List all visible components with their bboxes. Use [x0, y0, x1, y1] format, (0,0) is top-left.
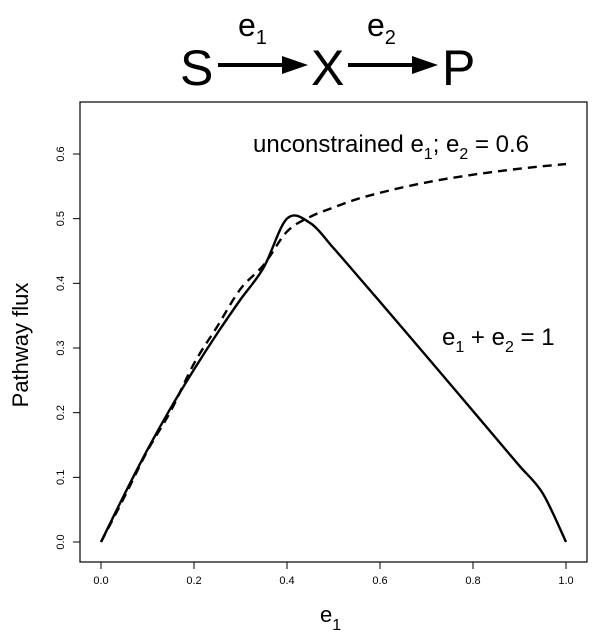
plot-frame: [79, 101, 588, 563]
annotation-unconstrained: unconstrained e1; e2 = 0.6: [253, 131, 529, 163]
arrow-1: [218, 56, 308, 74]
x-tick-label-4: 0.8: [465, 575, 480, 587]
x-axis: 0.0 0.2 0.4 0.6 0.8 1.0: [93, 561, 574, 587]
annotation-constrained: e1 + e2 = 1: [442, 324, 555, 356]
intermediate-label: X: [311, 40, 344, 96]
y-tick-label-3: 0.3: [55, 340, 67, 355]
x-tick-label-0: 0.0: [93, 575, 108, 587]
x-tick-label-3: 0.6: [372, 575, 387, 587]
product-label: P: [442, 40, 475, 96]
arrow-2: [348, 56, 438, 74]
x-tick-label-2: 0.4: [279, 575, 294, 587]
series-unconstrained-line: [99, 162, 567, 543]
x-tick-label-1: 0.2: [186, 575, 201, 587]
y-axis: 0.0 0.1 0.2 0.3 0.4 0.5 0.6: [55, 146, 81, 550]
y-tick-label-4: 0.4: [55, 276, 67, 291]
y-tick-label-6: 0.6: [55, 146, 67, 161]
enzyme-1-label: e1: [238, 7, 267, 49]
enzyme-2-label: e2: [367, 7, 396, 49]
y-tick-label-1: 0.1: [55, 470, 67, 485]
reaction-scheme: S e1 X e2 P: [180, 7, 475, 96]
y-axis-title: Pathway flux: [8, 283, 33, 408]
y-tick-label-0: 0.0: [55, 534, 67, 549]
x-axis-title: e1: [320, 602, 341, 634]
series-constrained-line: [99, 214, 568, 543]
y-tick-label-5: 0.5: [55, 211, 67, 226]
substrate-label: S: [180, 40, 213, 96]
x-tick-label-5: 1.0: [558, 575, 573, 587]
y-tick-label-2: 0.2: [55, 405, 67, 420]
series-layer: [99, 162, 568, 543]
